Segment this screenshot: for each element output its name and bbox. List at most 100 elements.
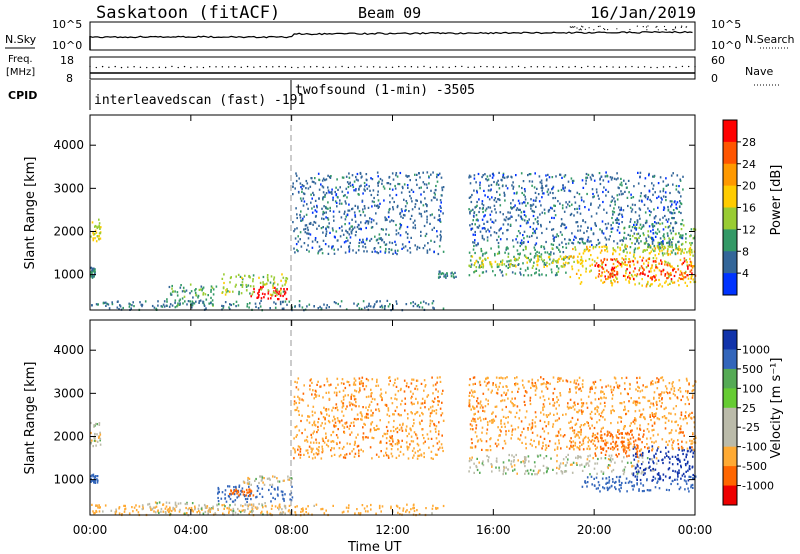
power-cell xyxy=(345,308,348,311)
power-cell xyxy=(92,239,95,242)
velocity-cell xyxy=(615,440,617,443)
power-cell xyxy=(510,202,512,205)
velocity-cell xyxy=(616,455,619,458)
power-cell xyxy=(667,209,670,212)
power-cell xyxy=(668,264,671,267)
velocity-cell xyxy=(593,383,595,386)
velocity-cell xyxy=(623,382,626,385)
power-cell xyxy=(607,276,610,279)
velocity-cell xyxy=(611,458,614,461)
power-cell xyxy=(414,173,416,176)
power-cell xyxy=(517,258,519,261)
velocity-cell xyxy=(495,383,497,386)
power-cell xyxy=(651,278,653,281)
power-cell xyxy=(335,194,337,197)
power-cell xyxy=(517,199,520,202)
noise-search-point xyxy=(680,26,682,28)
velocity-cell xyxy=(616,448,619,451)
power-cell xyxy=(516,241,519,244)
power-cell xyxy=(285,297,288,301)
velocity-cell xyxy=(586,406,589,409)
power-cell xyxy=(389,183,392,186)
noise-right-tick-bottom: 10^0 xyxy=(711,39,741,52)
power-cell xyxy=(335,201,338,204)
nave-point xyxy=(265,66,268,68)
power-cell xyxy=(545,174,547,177)
velocity-cell xyxy=(498,376,501,380)
velocity-cell xyxy=(542,413,545,416)
power-cell xyxy=(492,270,494,273)
velocity-cell xyxy=(217,496,219,500)
power-cell xyxy=(675,246,677,249)
power-cell xyxy=(301,188,303,191)
power-cell xyxy=(302,217,304,220)
velocity-cell xyxy=(557,398,560,401)
velocity-cell xyxy=(280,490,283,493)
power-cell xyxy=(653,269,656,272)
noise-search-point xyxy=(657,29,659,31)
power-cell xyxy=(595,224,597,227)
power-cell xyxy=(549,191,552,194)
velocity-cell xyxy=(602,408,605,412)
power-cell xyxy=(189,283,192,286)
power-cell xyxy=(284,300,287,303)
power-cell xyxy=(392,220,395,223)
power-cell xyxy=(660,262,663,265)
power-cell xyxy=(184,290,186,293)
velocity-cell xyxy=(627,447,629,450)
power-cell xyxy=(616,172,618,175)
power-cell xyxy=(91,274,94,277)
power-cell xyxy=(392,178,395,181)
power-cell xyxy=(675,248,677,251)
velocity-cell xyxy=(274,497,276,501)
power-cell xyxy=(132,301,134,304)
power-cell xyxy=(282,307,285,310)
power-cell xyxy=(438,273,440,276)
power-cell xyxy=(689,260,692,263)
velocity-cell xyxy=(552,392,555,395)
velocity-cell xyxy=(656,473,659,476)
velocity-cell xyxy=(556,460,558,463)
power-cell xyxy=(675,206,678,210)
power-cell xyxy=(628,281,631,284)
velocity-cell xyxy=(596,462,599,465)
power-cell xyxy=(274,286,276,289)
velocity-cell xyxy=(524,465,526,468)
velocity-cell xyxy=(525,456,527,459)
power-cell xyxy=(513,192,516,195)
velocity-cell xyxy=(185,506,187,510)
velocity-cell xyxy=(610,484,613,487)
velocity-cell xyxy=(280,512,282,515)
power-cell xyxy=(300,210,302,213)
velocity-cell xyxy=(685,453,688,456)
velocity-cell xyxy=(685,464,687,467)
velocity-cell xyxy=(641,451,644,455)
noise-search-point xyxy=(636,25,638,27)
power-cell xyxy=(347,239,349,242)
power-cell xyxy=(345,175,348,178)
velocity-cell xyxy=(360,418,362,421)
power-cell xyxy=(599,204,601,207)
velocity-cell xyxy=(525,442,527,445)
power-cell xyxy=(130,307,132,310)
power-cell xyxy=(295,243,298,246)
power-cell xyxy=(672,229,675,233)
velocity-cell xyxy=(662,461,664,465)
velocity-cell xyxy=(264,504,267,508)
power-cell xyxy=(559,255,562,258)
velocity-cell xyxy=(128,512,131,515)
power-cell xyxy=(501,179,503,182)
power-cell xyxy=(537,222,539,226)
power-cell xyxy=(540,255,542,258)
power-cell xyxy=(335,302,337,305)
power-cell xyxy=(536,250,538,253)
power-cell xyxy=(647,264,649,267)
power-cell xyxy=(344,218,347,221)
velocity-cell xyxy=(542,406,544,409)
power-cell xyxy=(399,234,402,237)
power-cell xyxy=(627,179,630,182)
velocity-cell xyxy=(614,444,617,447)
power-cell xyxy=(345,215,347,218)
velocity-cell xyxy=(600,447,602,450)
power-cell xyxy=(657,241,659,244)
